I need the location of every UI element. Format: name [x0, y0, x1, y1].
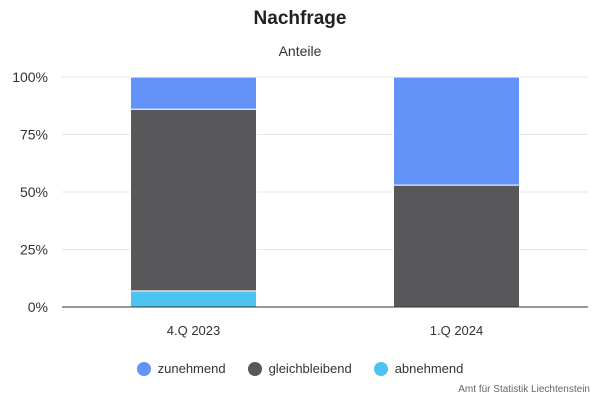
x-tick-label: 1.Q 2024	[430, 323, 484, 338]
legend-item-zunehmend[interactable]: zunehmend	[136, 361, 226, 376]
legend-swatch	[247, 361, 262, 376]
y-tick-label: 100%	[12, 69, 48, 85]
chart-title: Nachfrage	[253, 8, 347, 29]
bar-segment	[130, 290, 257, 308]
legend-swatch	[373, 361, 388, 376]
y-tick-label: 0%	[28, 299, 48, 315]
chart-subtitle: Anteile	[278, 43, 322, 59]
bar-segment	[393, 76, 520, 186]
bar-segment	[130, 108, 257, 292]
y-tick-label: 75%	[20, 127, 48, 143]
legend-label: zunehmend	[157, 361, 226, 376]
legend-label: abnehmend	[394, 361, 464, 376]
y-tick-label: 50%	[20, 184, 48, 200]
legend-swatch	[136, 361, 151, 376]
bar-segment	[130, 76, 257, 110]
legend-item-gleichbleibend[interactable]: gleichbleibend	[247, 361, 352, 376]
legend-label: gleichbleibend	[268, 361, 352, 376]
x-tick-label: 4.Q 2023	[167, 323, 221, 338]
y-tick-label: 25%	[20, 242, 48, 258]
legend-item-abnehmend[interactable]: abnehmend	[373, 361, 464, 376]
bar-segment	[393, 184, 520, 308]
chart-credits[interactable]: Amt für Statistik Liechtenstein	[458, 384, 590, 395]
chart-legend: zunehmend gleichbleibend abnehmend	[0, 361, 600, 376]
